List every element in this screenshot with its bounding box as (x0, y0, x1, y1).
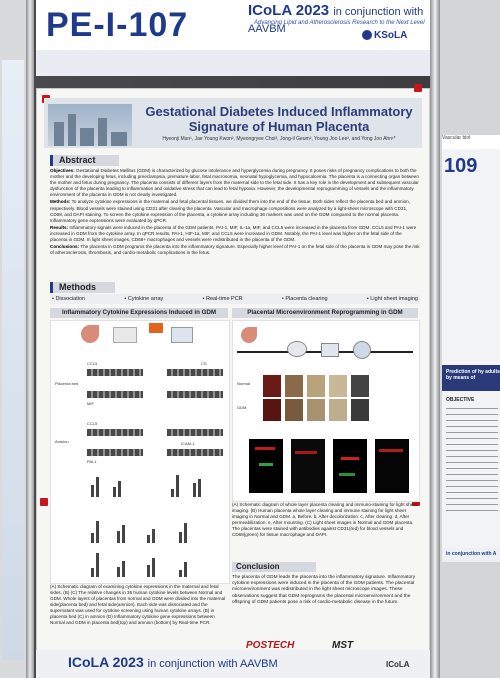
array-blot (167, 449, 223, 456)
array-blot (87, 391, 143, 398)
postech-logo: POSTECH (246, 640, 295, 651)
poster-footer: ICoLA 2023 in conjunction with AAVBM ICo… (36, 650, 430, 678)
placenta-illustration (81, 325, 99, 343)
blot-label: CS (201, 361, 207, 366)
author-list: Hyeonji Mun¹, Jae Young Kwon², Myeongrye… (162, 136, 396, 142)
poster-banner: PE-I-107 ICoLA 2023 in conjunction with … (36, 0, 430, 50)
banner-backing (36, 50, 430, 76)
blot-label: ICAM-1 (181, 441, 195, 446)
blot-label: CCL5 (87, 421, 98, 426)
left-neighbor-poster (2, 60, 24, 660)
row-label-amnion: Amnion (55, 439, 69, 444)
neighbor-poster: Vascular biol 109 Prediction of hy adult… (442, 135, 500, 555)
array-blot (167, 369, 223, 376)
ksola-logo-icon (362, 30, 372, 40)
mst-logo: MST (332, 640, 354, 651)
neighbor-poster-subheading: OBJECTIVE (446, 397, 475, 403)
poster-id: PE-I-107 (46, 6, 189, 44)
cleared-tissue-photo (329, 399, 347, 421)
blot-label: CCL5 (87, 361, 98, 366)
array-kit-illustration (149, 323, 163, 333)
method-item: • Cytokine array (124, 296, 164, 302)
method-item: • Dissociation (52, 296, 86, 302)
method-item: • Placenta clearing (281, 296, 328, 302)
neighbor-poster-header: Vascular biol (442, 135, 500, 149)
abstract-body: Objectives: Gestational Diabetes Mellitu… (50, 168, 420, 256)
poster-title: Gestational Diabetes Induced Inflammator… (145, 104, 413, 134)
cleared-tissue-photo (329, 375, 347, 397)
footer-conference-title: ICoLA 2023 in conjunction with AAVBM (68, 654, 278, 670)
push-pin-bottom-left (40, 498, 48, 506)
title-block: Gestational Diabetes Induced Inflammator… (44, 98, 422, 148)
light-sheet-figure: Normal GDM (232, 320, 420, 502)
neighbor-poster-text (446, 405, 498, 515)
light-sheet-image (249, 439, 283, 493)
methods-list: • Dissociation • Cytokine array • Real-t… (50, 294, 420, 304)
blot-label: MIF (87, 401, 94, 406)
method-item: • Light sheet imaging (366, 296, 418, 302)
left-panel-heading: Inflammatory Cytokine Expressions Induce… (50, 308, 228, 318)
title-skyline-image (48, 104, 132, 146)
push-pin-top-right (414, 84, 422, 92)
ksola-logo-text: KSoLA (374, 30, 408, 41)
footer-society-logo: ICoLA (386, 660, 410, 669)
cytokine-figure: CCL5 CS Placenta bed MIF CCL5 Amnion PAI… (50, 320, 230, 584)
abstract-heading: Abstract (50, 155, 119, 166)
conference-title: ICoLA 2023 in conjunction with AAVBM (248, 2, 424, 35)
neighbor-poster-footer: in conjunction with A (442, 548, 500, 562)
right-figure-caption: (A) Schematic diagram of whole layer pla… (232, 502, 418, 537)
neighbor-poster-title-band: Prediction of hy adults by means of (442, 365, 500, 391)
right-board-pole (430, 0, 440, 678)
array-blot (167, 391, 223, 398)
row-label-gdm: GDM (237, 405, 247, 410)
array-blot (87, 449, 143, 456)
cleared-tissue-photo (263, 375, 281, 397)
workflow-step-icon (321, 343, 339, 357)
neighbor-poster-number: 109 (444, 155, 478, 177)
left-board-pole (26, 0, 34, 678)
array-membrane-illustration (171, 327, 193, 343)
conclusion-text: The placenta of GDM leads the placenta i… (232, 575, 416, 605)
workflow-step-icon (353, 341, 371, 359)
cleared-tissue-photo (307, 375, 325, 397)
conference-tagline: Advancing Lipid and Atherosclerosis Rese… (254, 20, 425, 26)
cleared-tissue-photo (351, 399, 369, 421)
sponsor-logos: POSTECH MST (236, 640, 422, 654)
blot-label: PAI-1 (87, 459, 97, 464)
qpcr-chart-placenta-bed (87, 517, 217, 543)
methods-heading: Methods (50, 282, 115, 293)
light-sheet-image (333, 439, 367, 493)
array-blot (167, 429, 223, 436)
light-sheet-image (375, 439, 409, 493)
row-label-placenta-bed: Placenta bed (55, 381, 79, 386)
row-label-normal: Normal (237, 381, 250, 386)
cleared-tissue-photo (285, 375, 303, 397)
right-panel-heading: Placental Microenvironment Reprogramming… (232, 308, 418, 318)
push-pin-bottom-right (412, 498, 420, 506)
cleared-tissue-photo (307, 399, 325, 421)
cleared-tissue-photo (263, 399, 281, 421)
array-blot (87, 429, 143, 436)
workflow-step-icon (287, 341, 307, 357)
tissue-dish-illustration (113, 327, 137, 343)
array-blot (87, 369, 143, 376)
cleared-tissue-photo (351, 375, 369, 397)
qpcr-chart-amnion (87, 551, 217, 577)
left-neighbor-board (0, 0, 28, 678)
method-item: • Real-time PCR (202, 296, 243, 302)
cleared-tissue-photo (285, 399, 303, 421)
bar-chart-group (87, 471, 217, 497)
light-sheet-image (291, 439, 325, 493)
conclusion-heading: Conclusion (232, 562, 316, 572)
placenta-illustration (241, 327, 257, 343)
left-figure-caption: (A) Schematic diagram of examining cytok… (50, 584, 226, 625)
